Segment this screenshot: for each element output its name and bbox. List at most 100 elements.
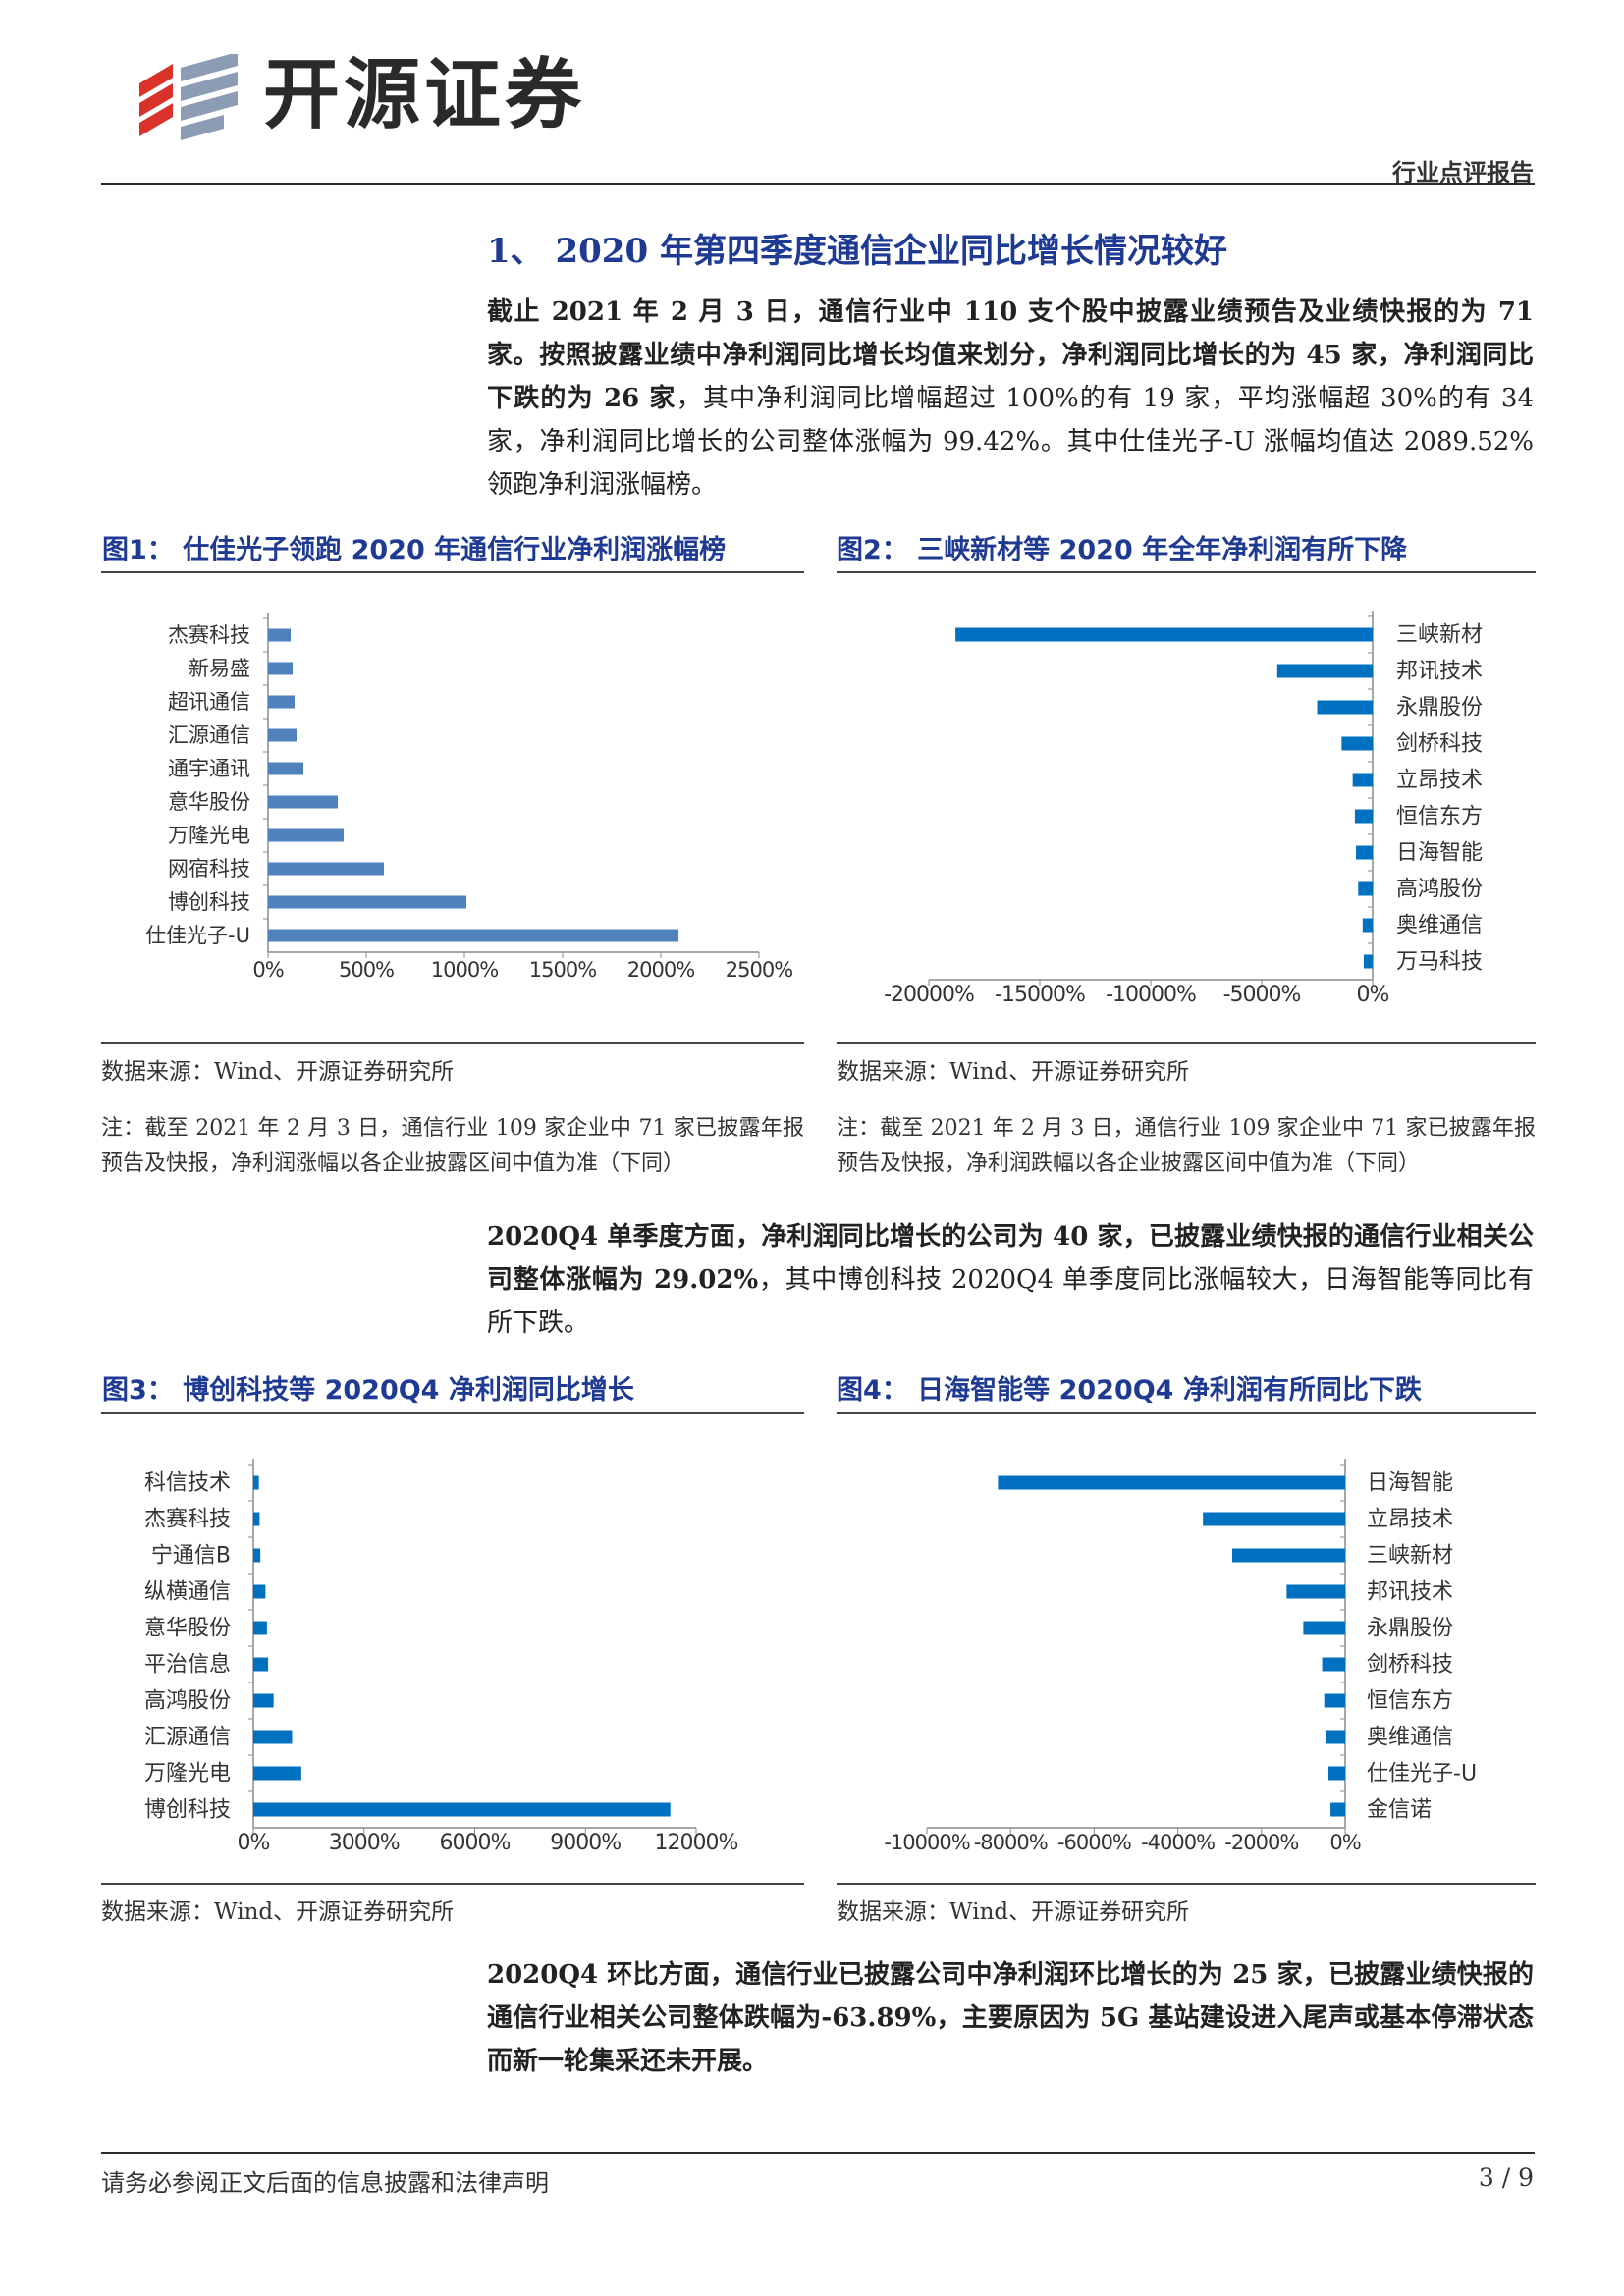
category-label: 杰赛科技 xyxy=(168,623,250,647)
category-label: 汇源通信 xyxy=(144,1726,231,1750)
figure-4-rule xyxy=(837,1412,1536,1414)
bar xyxy=(1356,845,1373,860)
bar xyxy=(253,1512,260,1526)
page-number: 3 / 9 xyxy=(1478,2163,1534,2192)
fig2-svg: 三峡新材邦讯技术永鼎股份剑桥科技立昂技术恒信东方日海智能高鸿股份奥维通信万马科技… xyxy=(884,611,1483,1007)
category-label: 剑桥科技 xyxy=(1367,1653,1453,1678)
category-label: 高鸿股份 xyxy=(144,1689,231,1714)
category-label: 网宿科技 xyxy=(168,857,250,881)
fig1-svg: 杰赛科技新易盛超讯通信汇源通信通宇通讯意华股份万隆光电网宿科技博创科技仕佳光子-… xyxy=(145,613,793,982)
bar xyxy=(268,895,466,909)
bar xyxy=(268,662,293,675)
figure-4-source: 数据来源：Wind、开源证券研究所 xyxy=(837,1899,1190,1925)
category-label: 邦讯技术 xyxy=(1396,660,1483,684)
category-label: 三峡新材 xyxy=(1367,1544,1453,1569)
category-label: 恒信东方 xyxy=(1396,805,1483,829)
category-label: 立昂技术 xyxy=(1367,1508,1453,1532)
bar xyxy=(268,828,344,842)
category-label: 超讯通信 xyxy=(168,690,250,714)
paragraph-run: ，其中博创科技 2020Q4 单季度同比涨幅较大，日海智能等同比有所下跌。 xyxy=(487,1265,1534,1338)
bar xyxy=(253,1730,293,1744)
brand-name: 开源证券 xyxy=(263,51,586,139)
category-label: 纵横通信 xyxy=(144,1580,231,1605)
category-label: 日海智能 xyxy=(1396,841,1483,866)
figure-4-chart: 日海智能 立昂技术 三峡新材 邦讯技术 永鼎股份 剑桥科技 恒信东方 奥维通信 仕佳光子-U 金信… xyxy=(837,1433,1536,1865)
figure-2-bottom-rule xyxy=(837,1042,1536,1044)
bar xyxy=(1362,918,1373,933)
tick-label: 6000% xyxy=(440,1831,511,1855)
bar xyxy=(1354,809,1373,824)
tick-label: 2500% xyxy=(726,958,792,982)
tick-label: -5000% xyxy=(1223,983,1301,1007)
tick-label: -10000% xyxy=(884,1831,969,1854)
bar xyxy=(253,1693,274,1708)
category-label: 科信技术 xyxy=(144,1471,231,1496)
paragraph-run: 2020Q4 环比方面，通信行业已披露公司中净利润环比增长的为 25 家，已披露… xyxy=(487,1960,1534,2076)
category-label: 宁通信B xyxy=(151,1544,231,1569)
tick-label: 12000% xyxy=(655,1831,738,1855)
category-label: 万马科技 xyxy=(1396,950,1483,975)
tick-label: 2000% xyxy=(627,958,694,982)
category-label: 恒信东方 xyxy=(1367,1689,1453,1714)
category-label: 平治信息 xyxy=(144,1653,231,1678)
bar xyxy=(268,929,678,942)
category-label: 博创科技 xyxy=(144,1798,231,1823)
figure-3-bottom-rule xyxy=(101,1883,804,1885)
paragraph-run: 2020Q4 单季度方面，净利润同比增长的公司为 40 家，已披露业绩快报的通信… xyxy=(487,1222,1534,1295)
paragraph-1: 截止 2021 年 2 月 3 日，通信行业中 110 支个股中披露业绩预告及业… xyxy=(487,291,1534,507)
bar xyxy=(268,695,295,709)
figure-1-title: 图1： 仕佳光子领跑 2020 年通信行业净利润涨幅榜 xyxy=(102,535,727,565)
bar xyxy=(1286,1584,1345,1599)
bar xyxy=(253,1802,671,1817)
category-label: 邦讯技术 xyxy=(1367,1580,1453,1605)
tick-label: 0% xyxy=(1329,1831,1360,1854)
bar xyxy=(1330,1802,1345,1817)
category-label: 杰赛科技 xyxy=(144,1508,231,1532)
paragraph-3: 2020Q4 环比方面，通信行业已披露公司中净利润环比增长的为 25 家，已披露… xyxy=(487,1953,1534,2083)
tick-label: 0% xyxy=(252,958,283,982)
figure-1-note: 注：截至 2021 年 2 月 3 日，通信行业 109 家企业中 71 家已披… xyxy=(101,1116,804,1176)
category-label: 日海智能 xyxy=(1367,1471,1453,1496)
figure-2-rule xyxy=(837,571,1536,573)
tick-label: 0% xyxy=(1357,983,1389,1007)
paragraph-run: ，其中净利润同比增幅超过 100%的有 19 家，平均涨幅超 30%的有 34 … xyxy=(487,384,1534,500)
header-divider xyxy=(101,183,1535,185)
category-label: 仕佳光子-U xyxy=(1367,1762,1477,1787)
figure-1-bottom-rule xyxy=(101,1042,804,1044)
tick-label: 500% xyxy=(339,958,394,982)
figure-3-source: 数据来源：Wind、开源证券研究所 xyxy=(101,1899,455,1925)
figure-3-chart: 科信技术 杰赛科技 宁通信B 纵横通信 意华股份 平治信息 高鸿股份 汇源通信 万隆光电 博创科技… xyxy=(101,1433,804,1865)
bar xyxy=(1231,1548,1345,1563)
category-label: 意华股份 xyxy=(168,790,250,814)
tick-label: -20000% xyxy=(884,983,974,1007)
bar xyxy=(268,728,297,742)
bar xyxy=(268,762,303,775)
tick-label: 1000% xyxy=(431,958,498,982)
category-label: 奥维通信 xyxy=(1396,914,1483,938)
figure-1-rule xyxy=(101,571,804,573)
bar xyxy=(253,1766,301,1781)
tick-label: -2000% xyxy=(1224,1831,1298,1854)
brand-logo-icon xyxy=(135,52,245,144)
category-label: 三峡新材 xyxy=(1396,623,1483,648)
footer-disclaimer: 请务必参阅正文后面的信息披露和法律声明 xyxy=(101,2169,549,2197)
tick-label: -10000% xyxy=(1106,983,1196,1007)
tick-label: -8000% xyxy=(974,1831,1048,1854)
category-label: 万隆光电 xyxy=(144,1762,231,1787)
bar xyxy=(1327,1766,1345,1781)
figure-2-chart: 三峡新材 邦讯技术 永鼎股份 剑桥科技 立昂技术 恒信东方 日海智能 高鸿股份 奥维通信 万马科技… xyxy=(837,589,1536,1021)
category-label: 汇源通信 xyxy=(168,723,250,747)
figure-4-title: 图4： 日海智能等 2020Q4 净利润有所同比下跌 xyxy=(837,1375,1422,1406)
figure-4-bottom-rule xyxy=(837,1883,1536,1885)
category-label: 新易盛 xyxy=(189,657,250,680)
category-label: 剑桥科技 xyxy=(1396,732,1483,757)
footer-divider xyxy=(101,2152,1535,2154)
tick-label: -15000% xyxy=(995,983,1085,1007)
category-label: 永鼎股份 xyxy=(1367,1617,1453,1641)
bar xyxy=(268,628,291,642)
category-label: 永鼎股份 xyxy=(1396,696,1483,721)
bar xyxy=(1341,736,1373,751)
category-label: 仕佳光子-U xyxy=(145,924,250,947)
bar xyxy=(253,1621,267,1635)
